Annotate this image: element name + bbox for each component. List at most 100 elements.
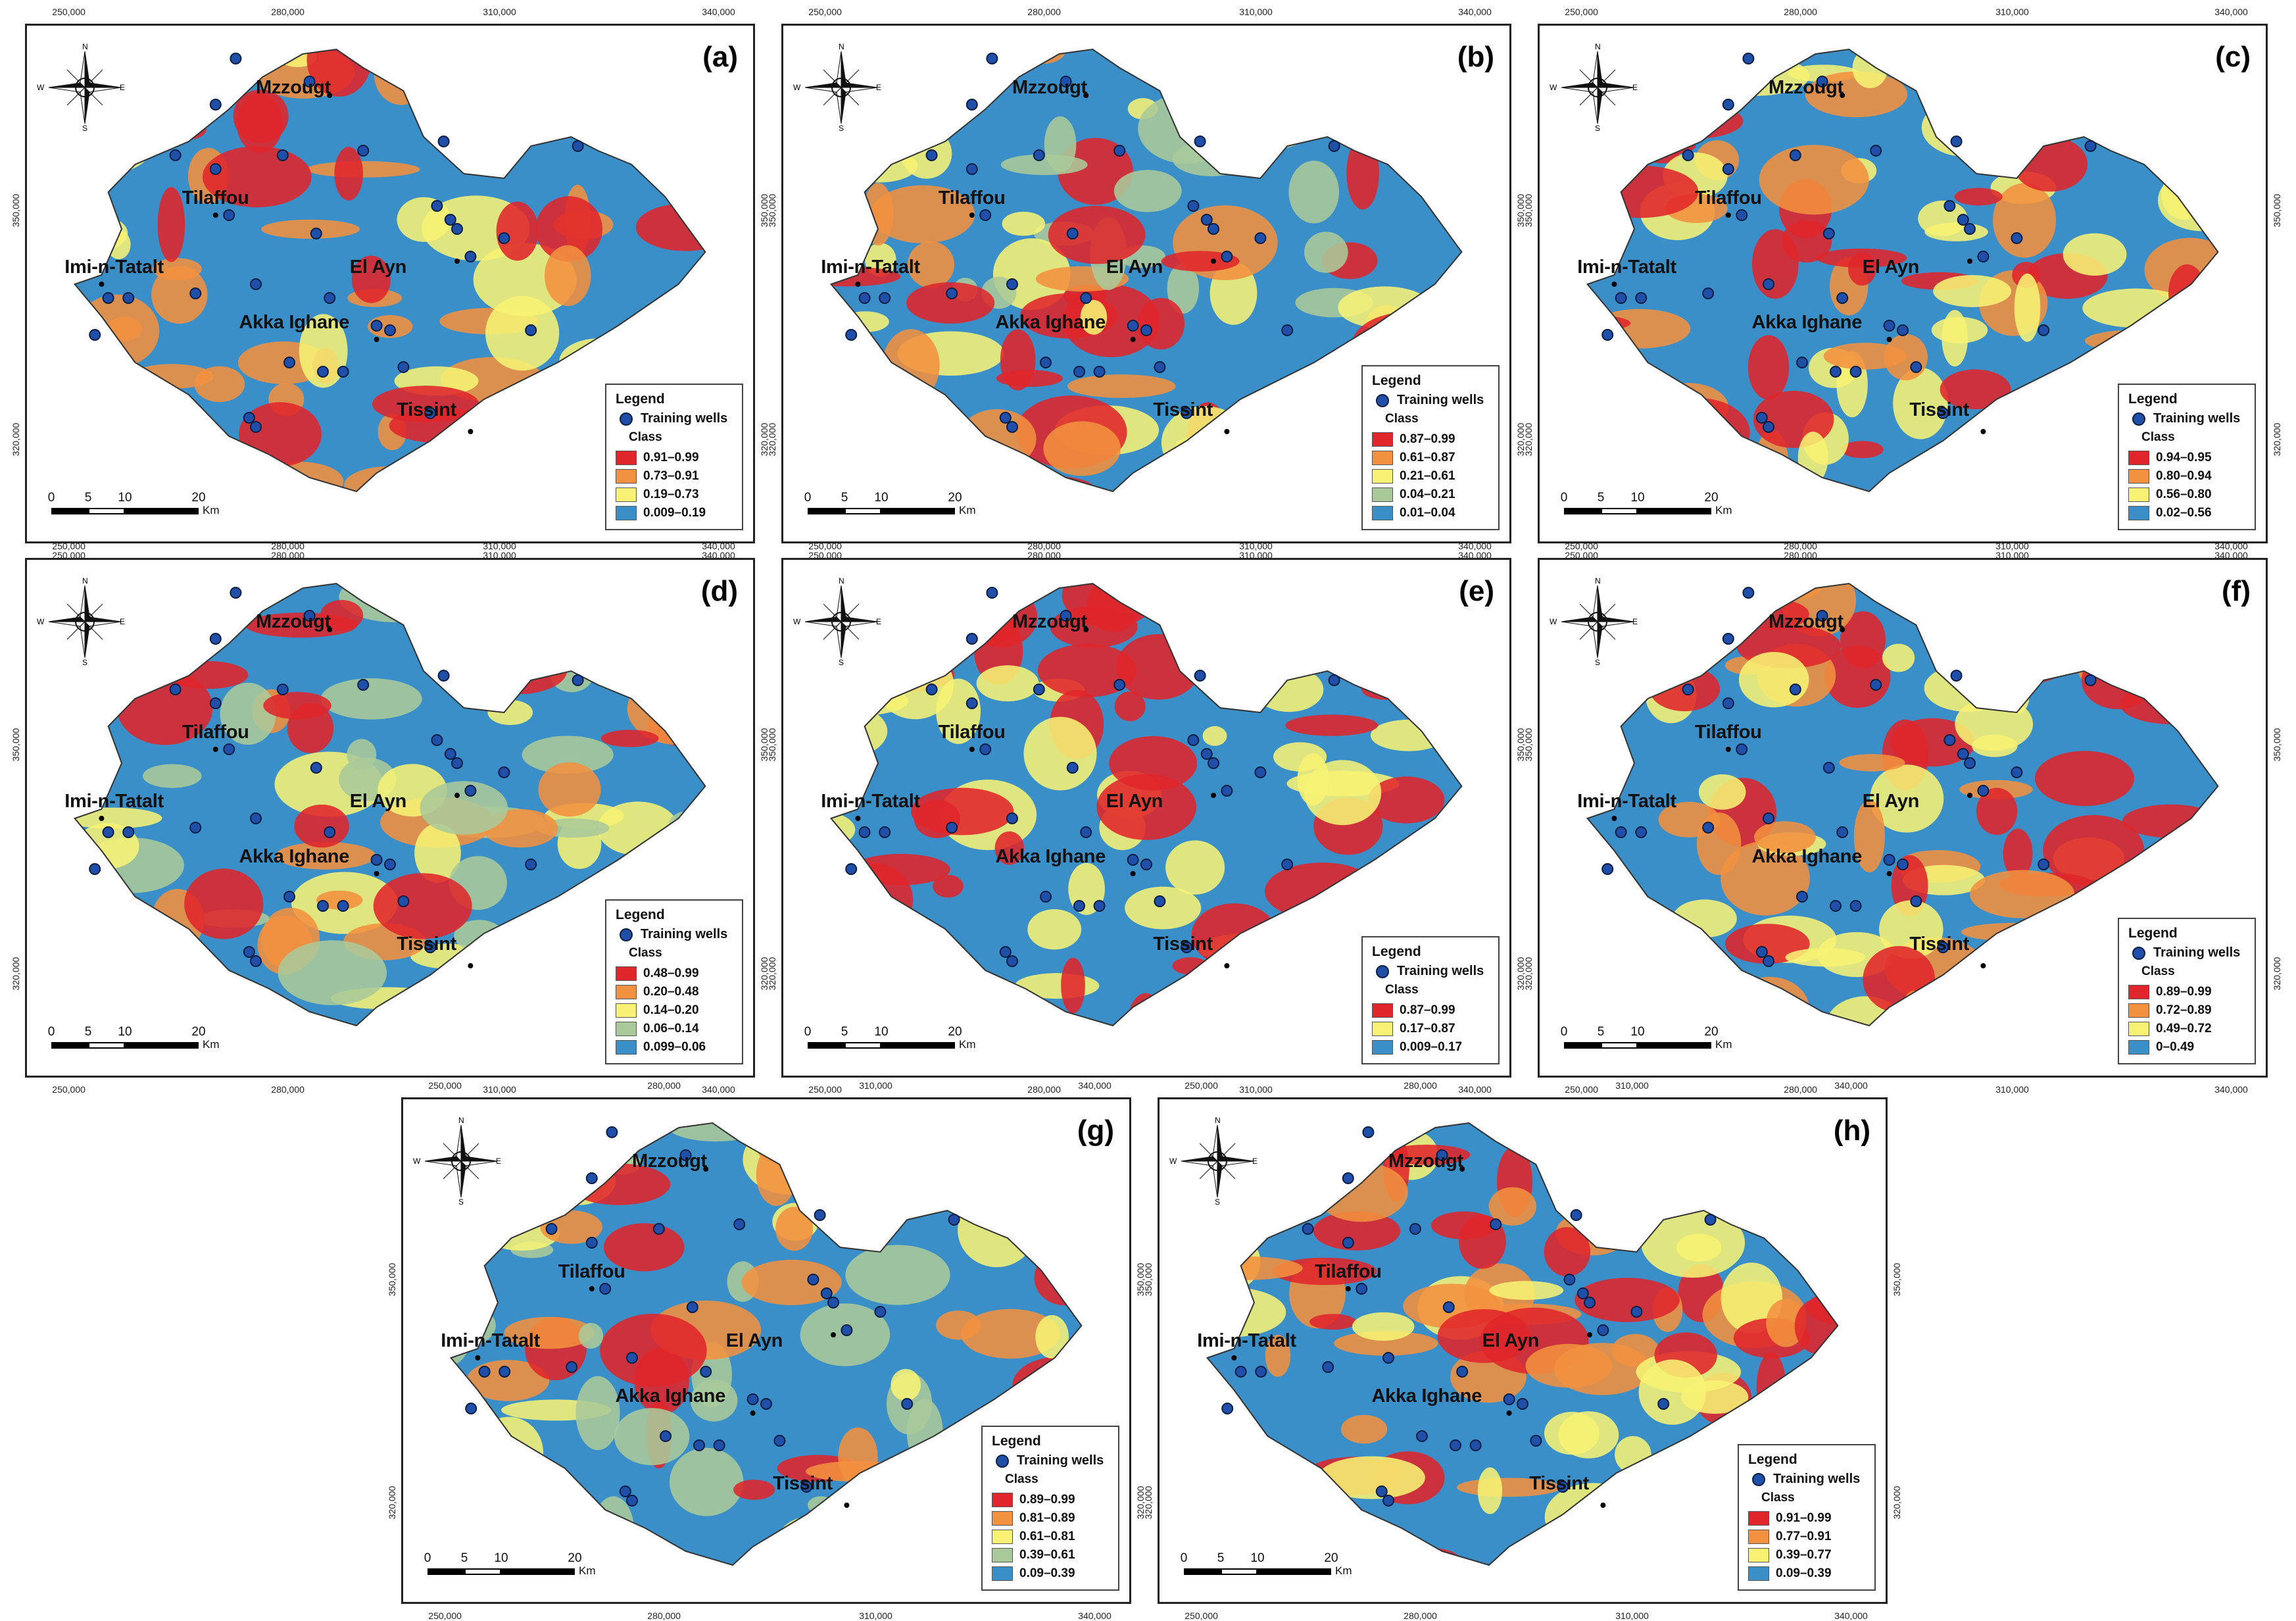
scale-segment — [844, 508, 881, 514]
scale-bar: 0 5 10 20 Km — [48, 1025, 220, 1058]
town-point — [468, 963, 474, 968]
x-tick-label: 250,000 — [1565, 1084, 1598, 1095]
x-tick-label: 250,000 — [52, 541, 85, 551]
training-well-marker — [122, 292, 135, 304]
training-well-marker — [1181, 407, 1193, 419]
x-tick-label: 250,000 — [1565, 541, 1598, 551]
legend-swatch — [2128, 985, 2149, 999]
training-well-marker — [1763, 955, 1774, 967]
panel-label: (e) — [1459, 575, 1494, 607]
x-tick-label: 250,000 — [428, 1080, 462, 1091]
class-zone — [1352, 645, 1444, 692]
scale-tick-label: 0 — [47, 491, 55, 505]
compass-n-label: N — [82, 42, 88, 51]
training-well-marker — [619, 1485, 631, 1497]
legend-swatch — [1748, 1548, 1769, 1562]
class-zone — [1240, 584, 1288, 612]
training-well-marker — [1910, 895, 1922, 907]
training-well-marker — [814, 1209, 826, 1221]
class-zone — [1621, 905, 1667, 972]
training-well-marker — [209, 99, 222, 111]
class-zone — [1446, 864, 1462, 922]
training-well-marker — [283, 357, 295, 368]
training-well-marker — [845, 863, 858, 875]
legend-class-range: 0.19–0.73 — [643, 487, 699, 501]
training-well-marker — [1870, 145, 1882, 157]
class-zone — [385, 49, 420, 78]
class-zone — [1413, 96, 1445, 136]
class-zone — [1592, 1123, 1701, 1151]
training-well-marker — [1755, 946, 1768, 958]
legend-swatch — [616, 1040, 637, 1055]
class-zone — [143, 764, 202, 788]
town-label: El Ayn — [725, 1330, 783, 1351]
training-well-marker — [626, 1495, 638, 1507]
class-zone — [917, 995, 980, 1019]
training-well-marker — [1702, 822, 1715, 834]
training-well-marker — [1570, 1209, 1582, 1221]
class-zone — [372, 386, 479, 423]
class-zone — [578, 1322, 604, 1349]
class-zone — [1941, 969, 2034, 1007]
compass-rose-icon: N S E W — [793, 576, 884, 667]
class-zone — [1361, 678, 1411, 700]
susceptibility-map — [829, 582, 1463, 1027]
compass-rose-icon: N S E W — [37, 576, 128, 667]
class-zone — [1114, 691, 1146, 722]
class-zone — [1967, 652, 2018, 709]
town-point — [1725, 747, 1731, 752]
training-well-marker — [1796, 891, 1808, 903]
training-well-marker — [250, 278, 262, 290]
town-label: Imi-n-Tatalt — [1197, 1330, 1296, 1351]
training-well-marker — [599, 1283, 612, 1295]
class-zone — [1137, 297, 1185, 350]
class-zone — [504, 921, 580, 960]
class-zone — [658, 618, 688, 652]
scale-unit-label: Km — [1715, 504, 1732, 516]
legend-class-row: 0.39–0.61 — [992, 1546, 1111, 1564]
training-well-marker — [986, 587, 998, 599]
compass-s-label: S — [458, 1197, 464, 1207]
panel-label: (a) — [702, 41, 738, 73]
scale-segment — [1601, 1042, 1638, 1049]
class-zone — [881, 993, 923, 1014]
class-zone — [1181, 114, 1279, 153]
class-zone — [1384, 1145, 1471, 1165]
training-well-marker — [1615, 292, 1627, 304]
class-zone — [353, 584, 452, 597]
scale-tick-label: 5 — [1597, 1025, 1605, 1039]
x-tick-label: 280,000 — [1404, 1080, 1437, 1091]
class-zone — [413, 1359, 451, 1404]
class-zone — [320, 600, 364, 631]
town-point — [1130, 337, 1136, 342]
training-well-marker — [1836, 826, 1849, 838]
training-well-marker — [1040, 357, 1052, 368]
training-well-marker — [1093, 900, 1106, 912]
class-zone — [374, 49, 429, 105]
x-tick-label: 340,000 — [2214, 7, 2248, 17]
town-point — [1600, 1503, 1606, 1508]
legend-swatch — [1372, 506, 1393, 520]
training-well-marker — [1635, 826, 1648, 838]
training-well-marker — [1255, 1366, 1267, 1378]
class-zone — [456, 1458, 552, 1482]
class-zone — [1019, 49, 1066, 64]
scale-unit-label: Km — [579, 1564, 596, 1577]
class-zone — [1096, 774, 1196, 840]
compass-e-label: E — [1632, 617, 1638, 626]
class-zone — [547, 1123, 575, 1168]
training-well-marker — [1601, 329, 1614, 341]
town-point — [454, 259, 460, 264]
class-zone — [1747, 335, 1790, 400]
class-zone — [151, 266, 208, 324]
scale-bar: 0 5 10 20 Km — [804, 1025, 976, 1058]
class-zone — [882, 329, 940, 402]
town-label: Mzzougt — [1769, 611, 1844, 632]
training-well-marker — [733, 1218, 746, 1230]
town-label: Akka Ighane — [995, 312, 1106, 333]
class-zone — [948, 49, 985, 68]
training-well-marker — [1736, 209, 1748, 221]
legend-swatch — [2128, 451, 2149, 465]
class-zone — [1553, 927, 1586, 999]
training-well-marker — [1234, 1366, 1247, 1378]
